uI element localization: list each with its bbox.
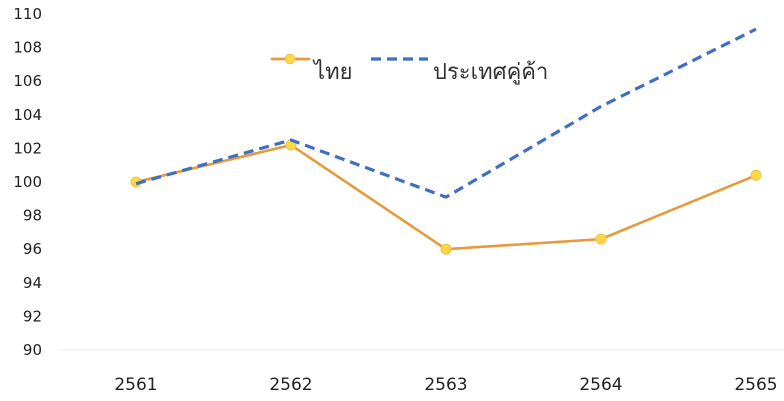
series-point-0 (440, 243, 452, 255)
y-tick-label: 92 (23, 307, 42, 325)
x-tick-label: 2561 (114, 375, 157, 395)
y-tick-label: 100 (13, 173, 42, 191)
legend-swatch-point-0 (284, 53, 296, 65)
y-tick-label: 102 (13, 139, 42, 157)
x-axis: 2561 2562 2563 2564 2565 (60, 349, 784, 395)
y-axis: 90 92 94 96 98 100 102 104 106 108 110 (13, 5, 42, 359)
series-point-0 (595, 233, 607, 245)
series-line-1 (135, 27, 757, 199)
x-tick-label: 2565 (734, 375, 777, 395)
y-tick-label: 90 (23, 341, 42, 359)
legend-label-1: ประเทศคู่ค้า (433, 60, 548, 85)
y-tick-label: 94 (23, 274, 42, 292)
series-point-0 (750, 169, 762, 181)
x-tick-label: 2562 (269, 375, 312, 395)
legend: ไทย ประเทศคู่ค้า (270, 53, 548, 85)
legend-label-0: ไทย (312, 59, 352, 85)
series-layer (130, 27, 762, 255)
x-tick-label: 2563 (424, 375, 467, 395)
y-tick-label: 96 (23, 240, 42, 258)
y-tick-label: 110 (13, 5, 42, 23)
x-tick-label: 2564 (579, 375, 622, 395)
y-tick-label: 98 (23, 207, 42, 225)
y-tick-label: 106 (13, 72, 42, 90)
y-tick-label: 104 (13, 106, 42, 124)
y-tick-label: 108 (13, 39, 42, 57)
